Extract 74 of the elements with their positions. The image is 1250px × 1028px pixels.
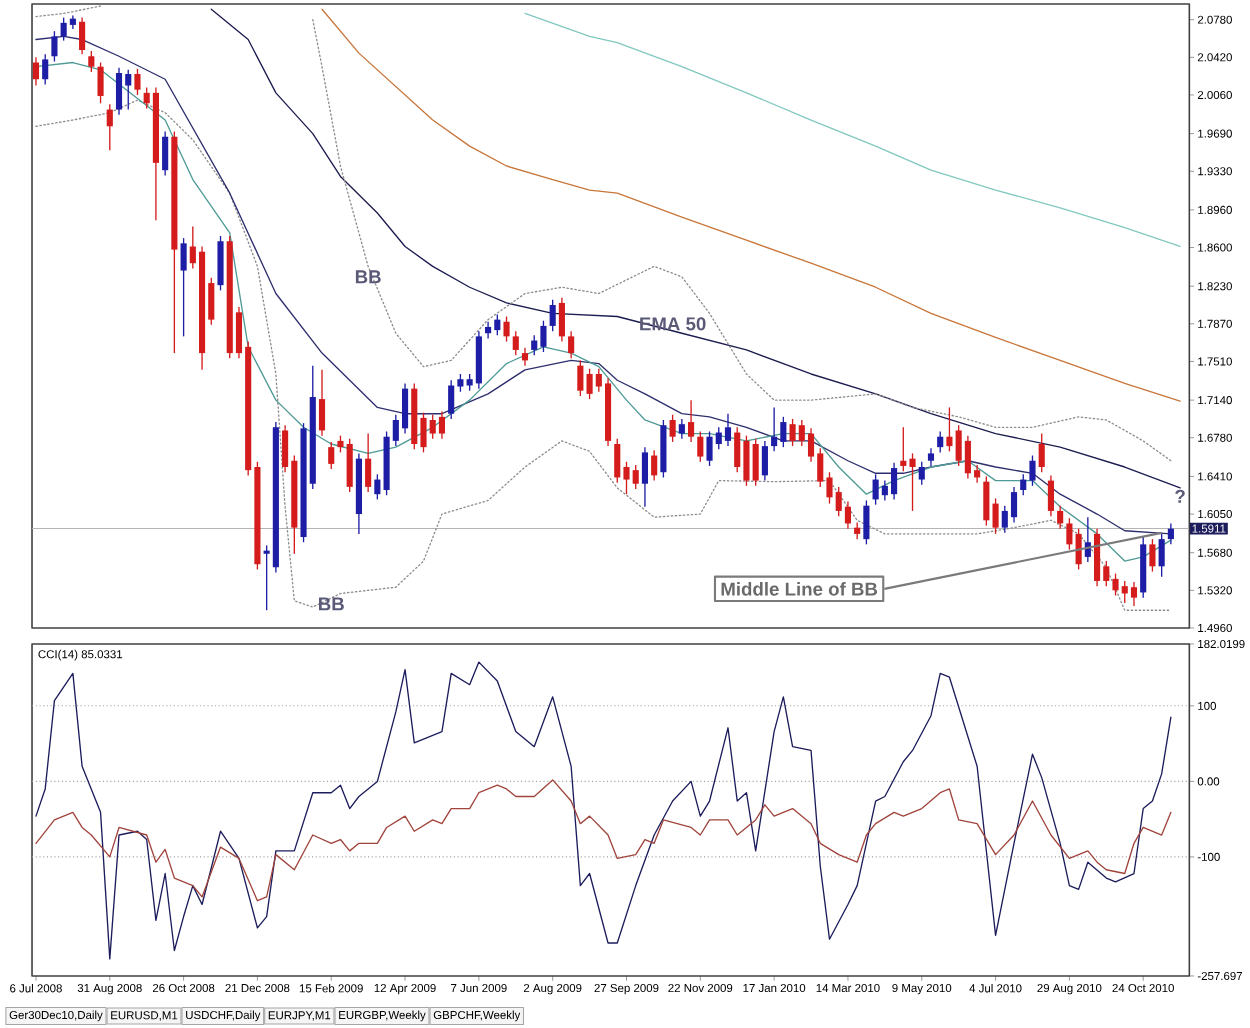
candlestick: [475, 330, 482, 390]
candlestick: [992, 497, 999, 535]
line-series: [35, 99, 1172, 611]
candlestick: [79, 16, 86, 55]
candlestick: [771, 406, 778, 453]
candlestick: [180, 237, 187, 338]
annotation: BB: [355, 270, 381, 284]
candlestick: [115, 67, 123, 116]
candlestick: [678, 418, 685, 440]
candlestick: [918, 461, 925, 486]
candlestick: [328, 441, 335, 470]
candlestick: [355, 452, 362, 535]
candlestick: [32, 56, 40, 87]
candlestick: [724, 413, 732, 447]
annotation: ?: [1175, 489, 1185, 503]
candlestick: [217, 235, 224, 292]
candlestick: [1167, 522, 1174, 546]
line-series: [210, 8, 1181, 489]
candlestick: [88, 50, 95, 73]
candlestick: [171, 130, 178, 354]
candlestick: [641, 446, 649, 508]
candlestick: [318, 369, 326, 437]
candlestick: [1149, 538, 1156, 573]
candlestick: [152, 86, 159, 222]
candlestick: [503, 315, 510, 343]
candlestick: [604, 377, 612, 447]
candlestick: [512, 330, 519, 356]
candlestick: [863, 499, 870, 546]
candlestick: [1047, 474, 1054, 517]
candlestick: [106, 103, 113, 151]
candlestick: [272, 421, 279, 574]
candlestick: [42, 53, 49, 86]
candlestick: [1140, 536, 1147, 599]
line-series: [35, 779, 1172, 902]
candlestick: [1038, 432, 1045, 473]
candlestick: [448, 379, 455, 420]
candlestick: [761, 440, 768, 482]
candlestick: [854, 521, 861, 540]
candlestick: [401, 382, 409, 435]
candlestick: [51, 30, 58, 63]
candlestick: [937, 430, 944, 454]
candlestick: [660, 419, 667, 479]
candlestick: [1057, 505, 1064, 530]
candlestick: [438, 410, 446, 440]
candlestick: [1075, 528, 1082, 571]
candlestick: [374, 473, 381, 501]
candlestick: [1066, 517, 1073, 551]
candlestick: [669, 414, 676, 443]
candlestick: [688, 399, 695, 443]
candlestick: [697, 430, 704, 463]
annotation: Middle Line of BB: [721, 582, 878, 596]
line-series: [524, 12, 1181, 248]
candlestick: [568, 330, 575, 359]
candlestick: [162, 130, 169, 177]
candlestick: [1130, 581, 1138, 607]
candlestick: [198, 245, 206, 371]
candlestick: [97, 61, 104, 104]
candlestick: [1158, 533, 1165, 578]
candlestick: [1010, 486, 1018, 524]
candlestick: [365, 432, 372, 493]
annotation: EMA 50: [640, 317, 706, 331]
candlestick: [983, 475, 990, 527]
candlestick: [651, 449, 658, 482]
line-series: [35, 661, 1172, 960]
candlestick: [558, 297, 565, 343]
candlestick: [134, 68, 141, 96]
candlestick: [844, 500, 852, 530]
candlestick: [1094, 528, 1101, 587]
candlestick: [485, 321, 492, 340]
candlestick: [521, 347, 529, 367]
candlestick: [577, 359, 584, 397]
candlestick: [549, 299, 556, 332]
candlestick: [946, 406, 953, 453]
annotation: BB: [319, 597, 344, 611]
